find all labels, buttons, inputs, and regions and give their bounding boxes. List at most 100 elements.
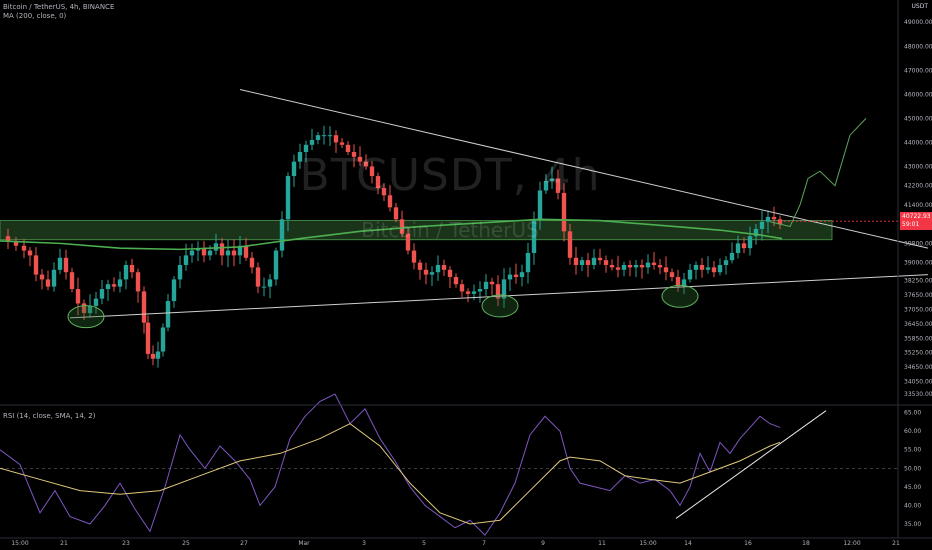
- candle-body: [351, 152, 357, 157]
- candle-body: [45, 279, 51, 287]
- candle-body: [411, 250, 417, 263]
- candle-body: [663, 267, 669, 273]
- last-price-value: 40722.93: [902, 213, 931, 221]
- price-tick-label: 42200.00: [904, 183, 932, 190]
- candle-body: [291, 161, 297, 177]
- candle-body: [729, 252, 735, 261]
- time-tick-label: 12:00: [843, 540, 860, 547]
- rsi-pane[interactable]: [0, 393, 898, 536]
- time-tick-label: 3: [362, 540, 366, 547]
- price-tick-label: 41400.00: [904, 202, 932, 209]
- price-tick-label: 45000.00: [904, 115, 932, 122]
- candle-body: [225, 250, 231, 256]
- rsi-ma-line: [0, 423, 781, 525]
- highlight-ellipse: [67, 305, 105, 329]
- candle-body: [645, 262, 651, 268]
- candle-body: [459, 284, 465, 292]
- rsi-line: [0, 393, 781, 536]
- candle-body: [135, 272, 141, 292]
- candle-body: [465, 291, 471, 294]
- candle-body: [207, 250, 213, 256]
- candle-body: [273, 250, 279, 280]
- price-tick-label: 43000.00: [904, 163, 932, 170]
- candle-body: [597, 257, 603, 261]
- candle-body: [375, 176, 381, 189]
- time-tick-label: 21: [60, 540, 68, 547]
- candle-body: [13, 240, 19, 246]
- candle-body: [165, 301, 171, 328]
- projection-path: [769, 118, 867, 228]
- candle-body: [155, 351, 161, 359]
- time-tick-label: 18: [802, 540, 810, 547]
- rsi-legend[interactable]: RSI (14, close, SMA, 14, 2): [3, 412, 96, 420]
- candle-body: [129, 264, 135, 273]
- candle-body: [177, 264, 183, 280]
- watermark-symbol: BTCUSDT, 4h: [299, 150, 601, 201]
- trendline: [69, 274, 929, 319]
- candle-body: [627, 264, 633, 268]
- rsi-tick-label: 40.00: [904, 502, 921, 509]
- currency-label[interactable]: USDT: [911, 3, 929, 10]
- time-tick-label: 15:00: [11, 540, 28, 547]
- candle-body: [75, 289, 81, 304]
- candle-body: [609, 264, 615, 268]
- time-tick-label: 14: [684, 540, 692, 547]
- time-tick-label: 11: [598, 540, 606, 547]
- rsi-tick-label: 50.00: [904, 465, 921, 472]
- price-tick-label: 33530.00: [904, 391, 932, 398]
- candle-body: [69, 272, 75, 290]
- rsi-tick-label: 45.00: [904, 484, 921, 491]
- candle-body: [339, 142, 345, 145]
- candle-body: [255, 267, 261, 287]
- candle-body: [591, 257, 597, 265]
- candle-body: [123, 264, 129, 280]
- price-pane[interactable]: [0, 89, 929, 368]
- candle-body: [501, 279, 507, 299]
- candle-body: [145, 322, 151, 354]
- time-tick-label: 5: [422, 540, 426, 547]
- symbol-legend[interactable]: Bitcoin / TetherUS, 4h, BINANCE: [3, 3, 115, 11]
- candle-body: [585, 260, 591, 265]
- candle-body: [363, 161, 369, 167]
- candle-body: [741, 243, 747, 249]
- candle-body: [603, 260, 609, 265]
- candle-body: [150, 353, 156, 359]
- candle-body: [753, 228, 759, 237]
- candle-body: [357, 156, 363, 162]
- time-tick-label: 27: [240, 540, 248, 547]
- candle-body: [705, 267, 711, 270]
- candle-body: [525, 252, 531, 273]
- ma-legend[interactable]: MA (200, close, 0): [3, 12, 67, 20]
- time-tick-label: 16: [744, 540, 752, 547]
- price-tick-label: 49000.00: [904, 19, 932, 26]
- candle-body: [417, 262, 423, 270]
- candle-body: [549, 178, 555, 181]
- candle-body: [117, 279, 123, 287]
- candle-body: [405, 233, 411, 251]
- price-tick-label: 37650.00: [904, 292, 932, 299]
- candle-body: [21, 245, 27, 251]
- ma-200-line: [0, 218, 783, 251]
- candle-body: [447, 269, 453, 278]
- price-tick-label: 48000.00: [904, 43, 932, 50]
- candle-body: [27, 250, 33, 256]
- candle-body: [555, 178, 561, 193]
- candle-body: [393, 207, 399, 220]
- candle-body: [387, 195, 393, 208]
- candle-body: [477, 289, 483, 292]
- price-tick-label: 36450.00: [904, 321, 932, 328]
- candle-body: [261, 286, 267, 288]
- candle-body: [531, 219, 537, 253]
- candle-body: [219, 243, 225, 256]
- candle-body: [303, 144, 309, 153]
- candle-body: [39, 274, 45, 280]
- candle-body: [111, 284, 117, 287]
- candle-body: [621, 264, 627, 270]
- candle-body: [267, 279, 273, 287]
- candle-body: [423, 269, 429, 275]
- candle-body: [315, 135, 321, 141]
- trendline: [239, 89, 929, 249]
- candle-body: [681, 279, 687, 287]
- candle-body: [747, 236, 753, 249]
